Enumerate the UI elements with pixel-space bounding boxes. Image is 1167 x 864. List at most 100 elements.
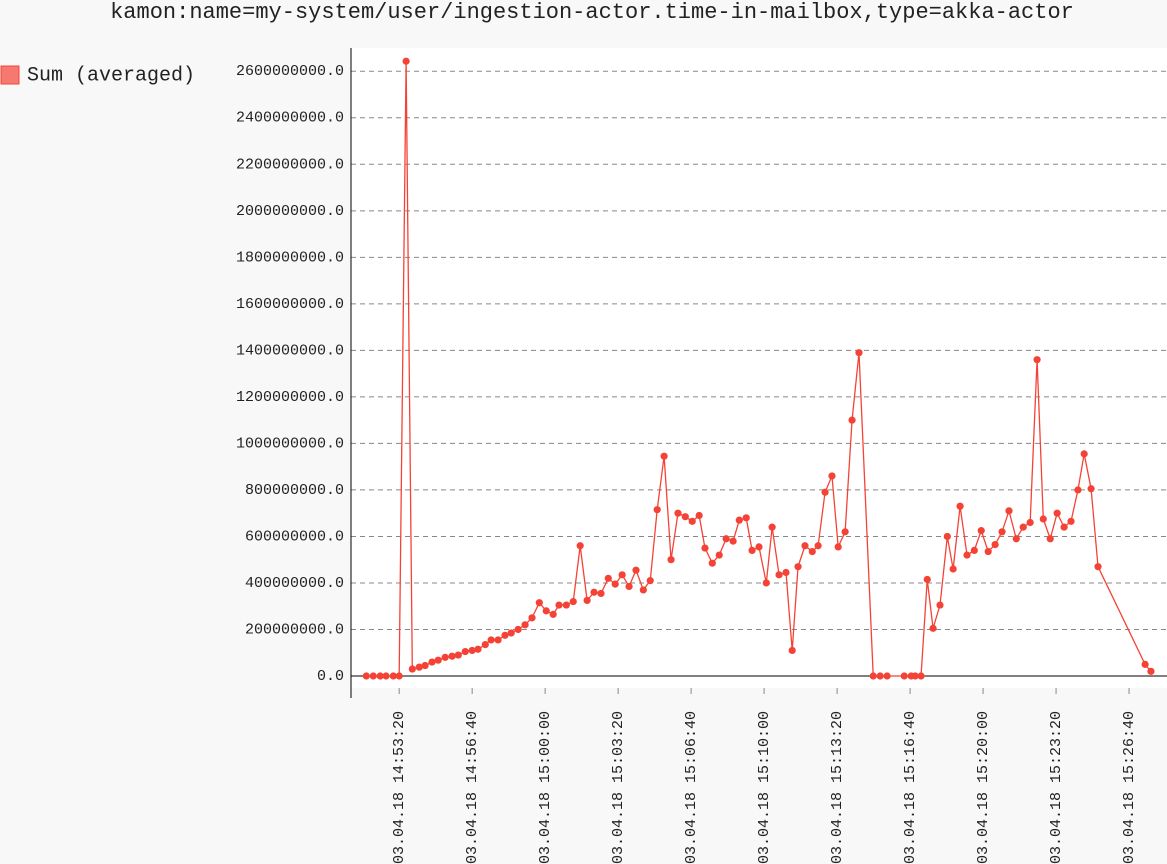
data-point: [415, 663, 423, 671]
y-tick-label: 200000000.0: [245, 621, 344, 638]
data-point: [514, 625, 522, 634]
x-tick-label: 03.04.18 15:00:00: [537, 711, 554, 864]
data-point: [421, 661, 429, 670]
data-point: [742, 514, 750, 522]
data-point: [487, 636, 495, 644]
data-point: [583, 596, 591, 605]
data-point: [667, 556, 675, 564]
legend-swatch: [0, 65, 20, 85]
data-point: [369, 672, 377, 680]
data-point: [604, 574, 612, 582]
data-point: [841, 528, 849, 536]
data-point: [848, 416, 856, 424]
data-point: [991, 540, 999, 549]
data-point: [949, 565, 957, 573]
data-point: [782, 568, 790, 577]
data-point: [814, 542, 822, 550]
data-point: [639, 586, 647, 594]
data-point: [808, 547, 816, 556]
data-point: [1012, 535, 1020, 543]
y-tick-label: 2000000000.0: [236, 203, 344, 220]
y-tick-label: 600000000.0: [245, 528, 344, 545]
data-point: [1067, 517, 1075, 525]
data-point: [653, 506, 661, 514]
data-point: [977, 527, 985, 535]
data-point: [389, 672, 397, 680]
data-point: [688, 517, 696, 525]
data-point: [801, 542, 809, 550]
x-tick-label: 03.04.18 15:10:00: [756, 711, 773, 864]
data-point: [625, 582, 633, 591]
legend-label: Sum (averaged): [27, 64, 195, 87]
data-point: [528, 614, 536, 622]
data-point: [768, 523, 776, 531]
data-point: [984, 547, 992, 556]
data-point: [762, 579, 770, 587]
y-tick-label: 2200000000.0: [236, 156, 344, 173]
data-point: [701, 544, 709, 552]
data-point: [474, 645, 482, 653]
data-point: [834, 543, 842, 551]
data-point: [936, 601, 944, 609]
data-point: [1147, 667, 1155, 675]
y-tick-label: 2600000000.0: [236, 63, 344, 80]
data-point: [695, 511, 703, 520]
data-point: [507, 629, 515, 637]
data-point: [1080, 450, 1088, 458]
data-point: [1087, 485, 1095, 493]
data-point: [597, 589, 605, 598]
data-point: [943, 532, 951, 541]
x-tick-label: 03.04.18 14:56:40: [464, 711, 481, 864]
plot-background: [351, 48, 1167, 688]
data-point: [1094, 563, 1102, 571]
data-point: [494, 636, 502, 644]
x-tick-label: 03.04.18 15:03:20: [610, 711, 627, 864]
data-point: [395, 672, 403, 680]
data-point: [794, 563, 802, 571]
y-tick-label: 800000000.0: [245, 482, 344, 499]
data-point: [1141, 660, 1149, 668]
y-tick-label: 1600000000.0: [236, 296, 344, 313]
chart-title: kamon:name=my-system/user/ingestion-acto…: [110, 0, 1074, 25]
y-tick-label: 1000000000.0: [236, 435, 344, 452]
data-point: [876, 672, 884, 680]
data-point: [1039, 515, 1047, 523]
data-point: [929, 624, 937, 632]
x-tick-label: 03.04.18 15:16:40: [902, 711, 919, 864]
data-point: [549, 610, 557, 618]
data-point: [869, 672, 877, 680]
data-point: [562, 601, 570, 609]
data-point: [555, 601, 563, 609]
data-point: [382, 672, 390, 680]
data-point: [362, 672, 370, 680]
data-point: [1046, 535, 1054, 543]
data-point: [376, 672, 384, 680]
data-point: [576, 542, 584, 550]
data-point: [923, 575, 931, 584]
x-tick-label: 03.04.18 14:53:20: [391, 711, 408, 864]
data-point: [1019, 523, 1027, 531]
data-point: [441, 653, 449, 661]
data-point: [468, 646, 476, 655]
y-tick-label: 1800000000.0: [236, 249, 344, 266]
y-tick-label: 400000000.0: [245, 575, 344, 592]
data-point: [708, 559, 716, 567]
data-point: [448, 652, 456, 660]
x-tick-label: 03.04.18 15:20:00: [975, 711, 992, 864]
y-tick-label: 1200000000.0: [236, 389, 344, 406]
data-point: [461, 647, 469, 656]
data-point: [611, 580, 619, 588]
data-point: [428, 658, 436, 666]
data-point: [1026, 518, 1034, 527]
x-tick-label: 03.04.18 15:13:20: [829, 711, 846, 864]
data-point: [660, 452, 668, 460]
data-point: [735, 516, 743, 524]
data-point: [402, 57, 410, 65]
data-point: [729, 537, 737, 545]
data-point: [748, 546, 756, 554]
data-point: [755, 543, 763, 551]
data-point: [855, 349, 863, 357]
data-point: [481, 640, 489, 649]
